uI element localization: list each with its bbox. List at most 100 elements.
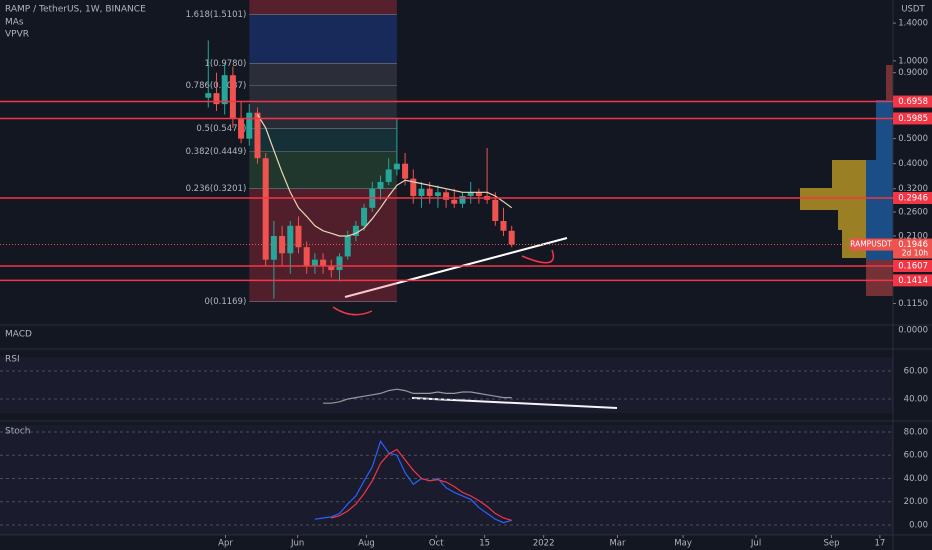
rsi-line (323, 388, 512, 404)
axis-unit: USDT (901, 5, 925, 15)
candle-body (500, 221, 507, 231)
fib-label: 0.236(0.3201) (186, 184, 247, 194)
price-tag (893, 112, 932, 125)
fib-label: 1.618(1.5101) (186, 10, 247, 20)
candle-body (443, 192, 450, 200)
panel-title: RSI (5, 355, 20, 365)
candle-body (344, 235, 351, 257)
y-tick-label: 1.4000 (898, 19, 928, 29)
candle-body (352, 225, 359, 236)
candle-body (393, 163, 400, 170)
x-tick-label: 17 (874, 539, 885, 549)
price-label: 0.1414 (898, 276, 928, 286)
candle-body (361, 207, 368, 226)
stoch-line (331, 448, 512, 521)
x-tick-label: Jul (750, 539, 761, 549)
candle-body (246, 112, 253, 139)
panel-band (0, 425, 893, 535)
countdown: 2d 10h (902, 249, 928, 258)
y-tick-label: 0.2600 (898, 208, 928, 218)
ma-line (256, 114, 513, 237)
indicator-label: MAs (5, 18, 24, 28)
fib-zone (249, 85, 397, 129)
y-tick-label: 0.3200 (898, 184, 928, 194)
y-tick-label: 0.00 (909, 521, 928, 531)
fib-label: 0.382(0.4449) (186, 147, 247, 157)
x-tick-label: Oct (429, 539, 444, 549)
symbol-tag (850, 238, 893, 251)
candle-body (270, 235, 277, 260)
fib-label: 0.5(0.5474) (196, 124, 246, 134)
vpvr-bar (886, 65, 893, 100)
price-label: 0.1607 (898, 262, 928, 272)
y-tick-label: 0.4000 (898, 159, 928, 169)
candle-body (434, 192, 441, 196)
candle-body (492, 199, 499, 222)
fib-zone (249, 128, 397, 152)
fib-zone (249, 151, 397, 189)
candle-body (303, 247, 310, 267)
candle-body (377, 181, 384, 189)
y-tick-label: 1.0000 (898, 56, 928, 66)
panel-title: MACD (5, 330, 32, 340)
x-tick-label: Mar (609, 539, 626, 549)
price-tag (893, 192, 932, 205)
candle-body (467, 192, 474, 196)
price-tag (893, 238, 932, 259)
y-tick-label: 40.00 (904, 395, 928, 405)
trendline (411, 397, 618, 409)
y-tick-label: 0.5000 (898, 134, 928, 144)
stoch-line (314, 439, 512, 524)
chart-title: RAMP / TetherUS, 1W, BINANCE (5, 5, 146, 15)
price-label: 0.2946 (898, 194, 928, 204)
candle-body (426, 188, 433, 196)
y-tick-label: 0.9000 (898, 68, 928, 78)
panel-band (0, 357, 893, 413)
price-label: 0.5985 (898, 114, 928, 124)
x-tick-label: Jun (290, 539, 304, 549)
x-tick-label: 15 (479, 539, 490, 549)
candle-body (418, 188, 425, 196)
candle-body (451, 199, 458, 204)
candle-body (262, 158, 269, 260)
candle-body (385, 169, 392, 182)
fib-zone (249, 0, 397, 15)
candle-body (459, 195, 466, 204)
x-tick-label: Apr (218, 539, 233, 549)
x-tick-label: Sep (823, 539, 839, 549)
candle-body (205, 93, 212, 98)
candle-body (238, 118, 245, 139)
candle-body (311, 259, 318, 267)
y-tick-label: 0.0000 (898, 326, 928, 336)
candle-body (221, 75, 228, 105)
y-tick-label: 60.00 (904, 367, 928, 377)
candle-body (336, 256, 343, 271)
candle-body (295, 225, 302, 248)
y-tick-label: 0.1150 (898, 299, 928, 309)
fib-label: 0(0.1169) (204, 297, 246, 307)
price-tag (893, 274, 932, 287)
candle-body (287, 225, 294, 254)
candle-body (229, 75, 236, 119)
panel-title: Stoch (5, 427, 30, 437)
x-tick-label: Aug (358, 539, 375, 549)
y-tick-label: 60.00 (904, 451, 928, 461)
annotation (332, 306, 373, 316)
fib-label: 0.786(0.8037) (186, 81, 247, 91)
candle-body (213, 93, 220, 105)
x-tick-label: May (674, 539, 692, 549)
vpvr (800, 65, 893, 296)
candle-body (320, 259, 327, 267)
candle-body (410, 178, 417, 196)
annotation (521, 249, 555, 264)
y-tick-label: 40.00 (904, 474, 928, 484)
candle-body (254, 112, 261, 159)
price-tag (893, 95, 932, 108)
candle-body (328, 266, 335, 271)
candle-body (508, 230, 515, 245)
y-tick-label: 20.00 (904, 497, 928, 507)
symbol-label: RAMPUSDT (850, 240, 892, 249)
candle-body (475, 192, 482, 196)
